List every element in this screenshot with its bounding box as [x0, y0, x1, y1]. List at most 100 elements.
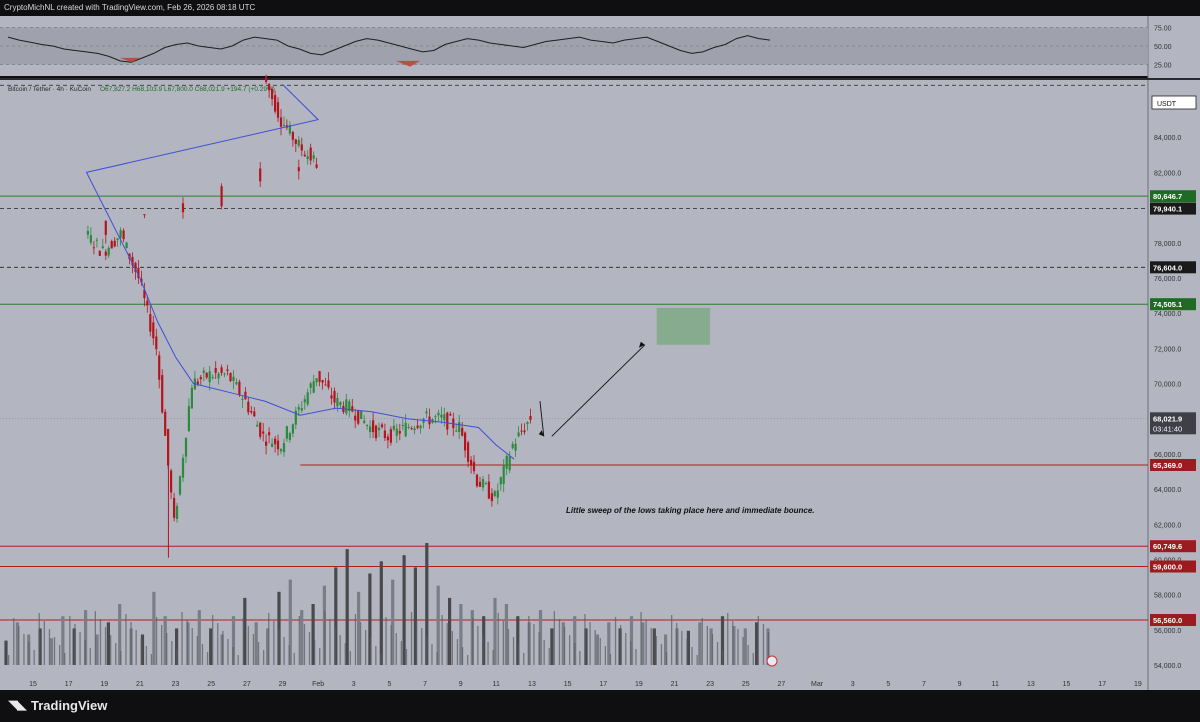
level-badge-label: 59,600.0: [1153, 563, 1182, 572]
candle-body: [181, 203, 185, 213]
candle-body: [306, 392, 309, 405]
volume-bar: [410, 612, 413, 665]
volume-bar: [49, 638, 54, 665]
candle-body: [241, 399, 244, 400]
volume-bar: [303, 624, 306, 665]
candle-body: [330, 395, 333, 399]
volume-bar: [53, 637, 56, 665]
volume-bar: [467, 655, 469, 665]
volume-bar: [222, 631, 224, 665]
candle-body: [318, 371, 321, 382]
candle-body: [226, 369, 229, 371]
volume-bar: [523, 653, 525, 665]
candle-body: [508, 456, 511, 471]
volume-bar: [589, 622, 591, 665]
level-badge: [1150, 190, 1196, 203]
time-tick-label: 7: [922, 681, 926, 688]
volume-bar: [720, 616, 725, 665]
candle-body: [101, 246, 104, 248]
candle-body: [149, 314, 152, 332]
candle-body: [502, 464, 505, 484]
candle-body: [306, 156, 309, 159]
time-tick-label: 21: [136, 681, 144, 688]
candle-body: [95, 239, 98, 241]
volume-bar: [584, 614, 586, 665]
candle-body: [467, 442, 470, 462]
volume-bar: [459, 604, 463, 665]
volume-bar: [385, 617, 387, 665]
candle-body: [354, 415, 357, 421]
volume-bar: [212, 615, 214, 665]
volume-bar: [155, 617, 158, 665]
level-badge-label: 80,646.7: [1153, 192, 1182, 201]
volume-bar: [421, 628, 423, 665]
osc-tick-label: 25.00: [1154, 63, 1172, 70]
candle-body: [199, 376, 202, 380]
volume-bar: [416, 620, 418, 665]
candle-body: [380, 424, 384, 428]
level-badge: [1150, 540, 1196, 553]
volume-bar: [594, 630, 596, 665]
price-tick-label: 54,000.0: [1154, 663, 1181, 670]
candle-body: [478, 481, 482, 487]
tradingview-logo-text: TradingView: [31, 698, 108, 713]
volume-bar: [130, 622, 132, 665]
volume-bar: [140, 634, 145, 665]
volume-bar: [413, 567, 417, 665]
volume-bar: [220, 634, 224, 665]
volume-bar: [247, 626, 249, 665]
candle-body: [398, 430, 401, 434]
candle-body: [529, 416, 532, 420]
volume-bar: [737, 629, 739, 665]
volume-bar: [266, 628, 270, 665]
candle-body: [259, 168, 262, 182]
candle-body: [440, 414, 443, 418]
candle-body: [312, 381, 315, 393]
osc-oversold-fill: [120, 57, 140, 63]
candle-body: [89, 235, 92, 243]
candle-body: [300, 144, 303, 151]
volume-bar: [512, 637, 515, 665]
candle-body: [253, 411, 256, 417]
volume-bar: [400, 641, 402, 665]
candle-body: [297, 139, 300, 146]
volume-bar: [686, 639, 688, 665]
volume-bar: [472, 618, 474, 665]
volume-bar: [579, 651, 581, 665]
arrowhead: [638, 341, 645, 348]
candle-body: [143, 289, 146, 299]
volume-bar: [493, 597, 497, 665]
volume-bar: [405, 649, 408, 665]
time-tick-label: 17: [599, 681, 607, 688]
chart-canvas[interactable]: 75.00 50.00 25.00 Bitcoin / Tether · 4h · K…: [0, 14, 1200, 690]
candle-body: [196, 381, 199, 385]
volume-bar: [755, 622, 759, 665]
candle-body: [276, 440, 280, 450]
candle-body: [282, 124, 286, 126]
candle-body: [446, 412, 449, 430]
candle-body: [294, 410, 297, 425]
volume-bar: [231, 616, 236, 665]
volume-bar: [482, 616, 486, 665]
osc-tick-label: 75.00: [1154, 25, 1172, 32]
volume-bar: [451, 631, 453, 665]
volume-bar: [757, 616, 759, 665]
currency-badge-label: USDT: [1157, 101, 1177, 108]
candle-body: [92, 247, 95, 249]
volume-bar: [263, 650, 265, 665]
candle-body: [377, 427, 381, 431]
osc-tick-label: 50.00: [1154, 44, 1172, 51]
volume-bar: [431, 644, 433, 665]
volume-bar: [518, 645, 520, 665]
price-pane: [0, 80, 1148, 676]
time-tick-label: 11: [992, 681, 999, 688]
candle-body: [324, 384, 327, 386]
volume-bar: [681, 631, 683, 665]
tradingview-logo[interactable]: ◥◣ TradingView: [8, 698, 107, 713]
volume-bar: [629, 616, 634, 665]
price-tick-label: 58,000.0: [1154, 593, 1181, 600]
candle-body: [360, 410, 363, 419]
time-tick-label: 15: [29, 681, 37, 688]
volume-bar: [604, 646, 606, 665]
candle-body: [274, 95, 277, 112]
